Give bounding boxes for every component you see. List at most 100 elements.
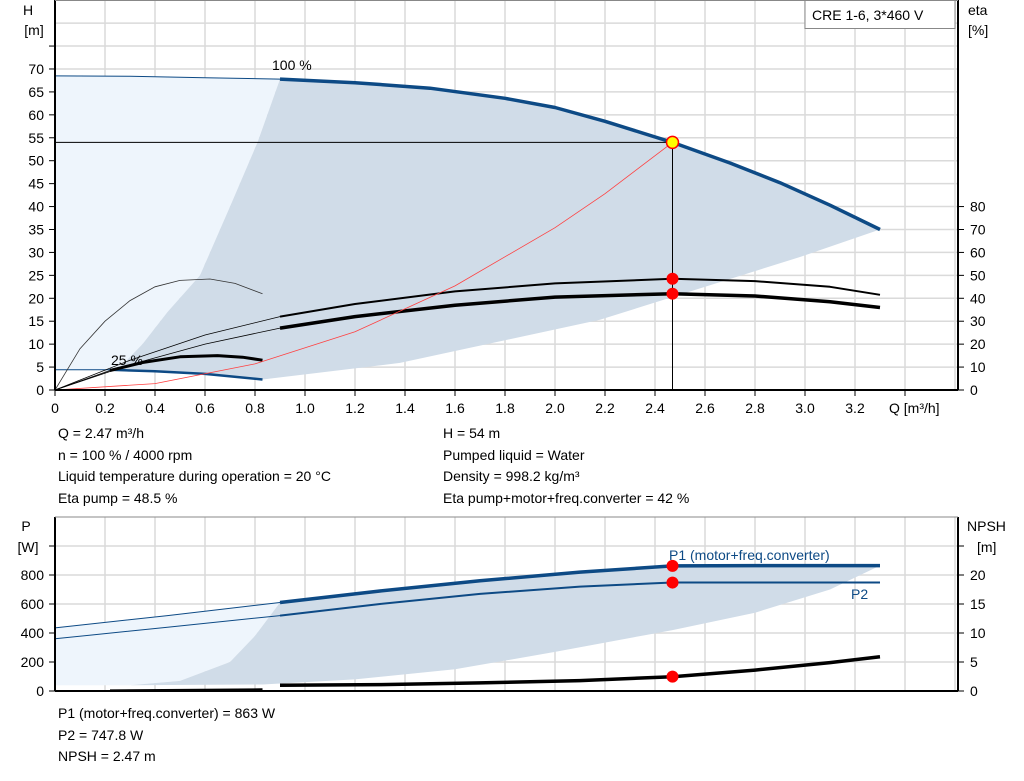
- info-q: Q = 2.47 m³/h: [58, 425, 144, 441]
- y2-tick-label: 70: [970, 221, 986, 237]
- info-speed: n = 100 % / 4000 rpm: [58, 446, 193, 463]
- x-tick-label: 1.8: [495, 400, 515, 416]
- x-tick-label: 2.0: [545, 400, 565, 416]
- x-tick-label: 0.6: [195, 400, 215, 416]
- title-box: [804, 0, 956, 29]
- eta-pump-curve-extension: [54, 316, 281, 391]
- x-tick-label: 1.0: [295, 400, 315, 416]
- head-efficiency-chart: 0 5 10 15 20 25 30 35 40 45 50 55 60 65 70 0 10 20 30 40 50 6…: [23, 0, 988, 416]
- x-tick-label: 0.4: [145, 400, 165, 416]
- p2-series-label: P2: [851, 586, 868, 602]
- y-tick-label: 5: [36, 359, 44, 375]
- npsh-curve: [279, 655, 881, 687]
- y-axis-label: H: [23, 2, 33, 18]
- npsh-tick-label: 0: [970, 683, 978, 699]
- p2-curve: [279, 581, 880, 617]
- eta-total-curve-25-extension: [54, 370, 111, 391]
- info-p1: P1 (motor+freq.converter) = 863 W: [58, 705, 276, 721]
- x-tick-label: 0: [51, 400, 59, 416]
- speed-label-100: 100 %: [272, 57, 312, 73]
- p-tick-label: 600: [21, 596, 45, 612]
- info-temperature: Liquid temperature during operation = 20…: [58, 468, 331, 484]
- npsh-axis-unit: [m]: [977, 539, 996, 555]
- pump-title: CRE 1-6, 3*460 V: [812, 7, 924, 23]
- y-tick-label: 25: [28, 267, 44, 283]
- y-axis-unit: [m]: [24, 22, 43, 38]
- npsh-marker: [666, 670, 679, 683]
- y-tick-label: 65: [28, 84, 44, 100]
- y2-axis-unit: [%]: [968, 22, 988, 38]
- power-area: [130, 565, 880, 686]
- info-p2: P2 = 747.8 W: [58, 726, 144, 743]
- x-tick-label: 3.2: [845, 400, 865, 416]
- y2-tick-label: 50: [970, 267, 986, 283]
- info-eta-pump: Eta pump = 48.5 %: [58, 489, 178, 506]
- operating-area-light: [55, 75, 280, 370]
- y-tick-label: 35: [28, 221, 44, 237]
- npsh-tick-label: 15: [970, 596, 986, 612]
- head-curve-100: [279, 77, 881, 232]
- eta-pump-curve-25: [54, 278, 263, 391]
- operating-point-marker: [665, 135, 680, 150]
- speed-label-25: 25 %: [111, 352, 143, 368]
- power-npsh-chart: 0 200 400 600 800 0 5 10 15 20 P [W] NPSH [m] P1 (moto…: [18, 516, 1006, 699]
- p2-marker: [666, 576, 679, 589]
- npsh-tick-label: 20: [970, 567, 986, 583]
- y-tick-label: 50: [28, 153, 44, 169]
- operating-area: [115, 79, 880, 380]
- head-curve-100-extension: [54, 75, 281, 80]
- p2-curve-extension: [54, 615, 281, 640]
- info-liquid: Pumped liquid = Water: [443, 446, 585, 463]
- y-tick-label: 60: [28, 107, 44, 123]
- y-tick-label: 55: [28, 130, 44, 146]
- x-tick-label: 2.2: [595, 400, 615, 416]
- y-tick-label: 45: [28, 176, 44, 192]
- y-tick-label: 10: [28, 336, 44, 352]
- x-tick-label: 2.6: [695, 400, 715, 416]
- y-tick-label: 40: [28, 199, 44, 215]
- y-tick-label: 0: [36, 382, 44, 398]
- eta-total-curve: [279, 291, 881, 330]
- y-tick-label: 30: [28, 244, 44, 260]
- info-right: H = 54 m Pumped liquid = Water Density =…: [443, 423, 689, 509]
- eta-pump-marker: [666, 272, 679, 285]
- y-tick-label: 20: [28, 290, 44, 306]
- p-axis-unit: [W]: [18, 539, 39, 555]
- x-tick-label: 3.0: [795, 400, 815, 416]
- y-tick-label: 70: [28, 61, 44, 77]
- system-curve: [54, 142, 673, 391]
- npsh-tick-label: 10: [970, 625, 986, 641]
- p-tick-label: 200: [21, 654, 45, 670]
- y2-tick-label: 40: [970, 290, 986, 306]
- x-tick-label: 1.6: [445, 400, 465, 416]
- npsh-axis-label: NPSH: [967, 518, 1006, 534]
- p1-curve: [279, 563, 880, 605]
- info-left: Q = 2.47 m³/h n = 100 % / 4000 rpm Liqui…: [58, 423, 331, 509]
- eta-total-marker: [666, 287, 679, 300]
- x-axis-label: Q [m³/h]: [889, 400, 940, 416]
- p1-curve-extension: [54, 602, 281, 629]
- y2-tick-label: 0: [970, 382, 978, 398]
- x-tick-label: 2.4: [645, 400, 665, 416]
- x-tick-label: 0.2: [95, 400, 115, 416]
- eta-total-curve-extension: [54, 327, 281, 391]
- info-bottom: P1 (motor+freq.converter) = 863 W P2 = 7…: [58, 703, 275, 768]
- head-curve-25: [109, 368, 263, 381]
- p-tick-label: 0: [36, 683, 44, 699]
- x-tick-label: 0.8: [245, 400, 265, 416]
- npsh-tick-label: 5: [970, 654, 978, 670]
- p1-series-label: P1 (motor+freq.converter): [669, 547, 830, 563]
- info-eta-total: Eta pump+motor+freq.converter = 42 %: [443, 489, 690, 506]
- p-tick-label: 800: [21, 567, 45, 583]
- y-tick-label: 15: [28, 313, 44, 329]
- eta-total-curve-25: [109, 354, 263, 372]
- eta-pump-curve: [279, 277, 881, 318]
- x-tick-label: 1.4: [395, 400, 415, 416]
- p1-marker: [666, 559, 679, 572]
- p-tick-label: 400: [21, 625, 45, 641]
- y2-axis-label: eta: [968, 2, 988, 18]
- y2-tick-label: 80: [970, 199, 986, 215]
- p-axis-label: P: [21, 518, 30, 534]
- y2-tick-label: 20: [970, 336, 986, 352]
